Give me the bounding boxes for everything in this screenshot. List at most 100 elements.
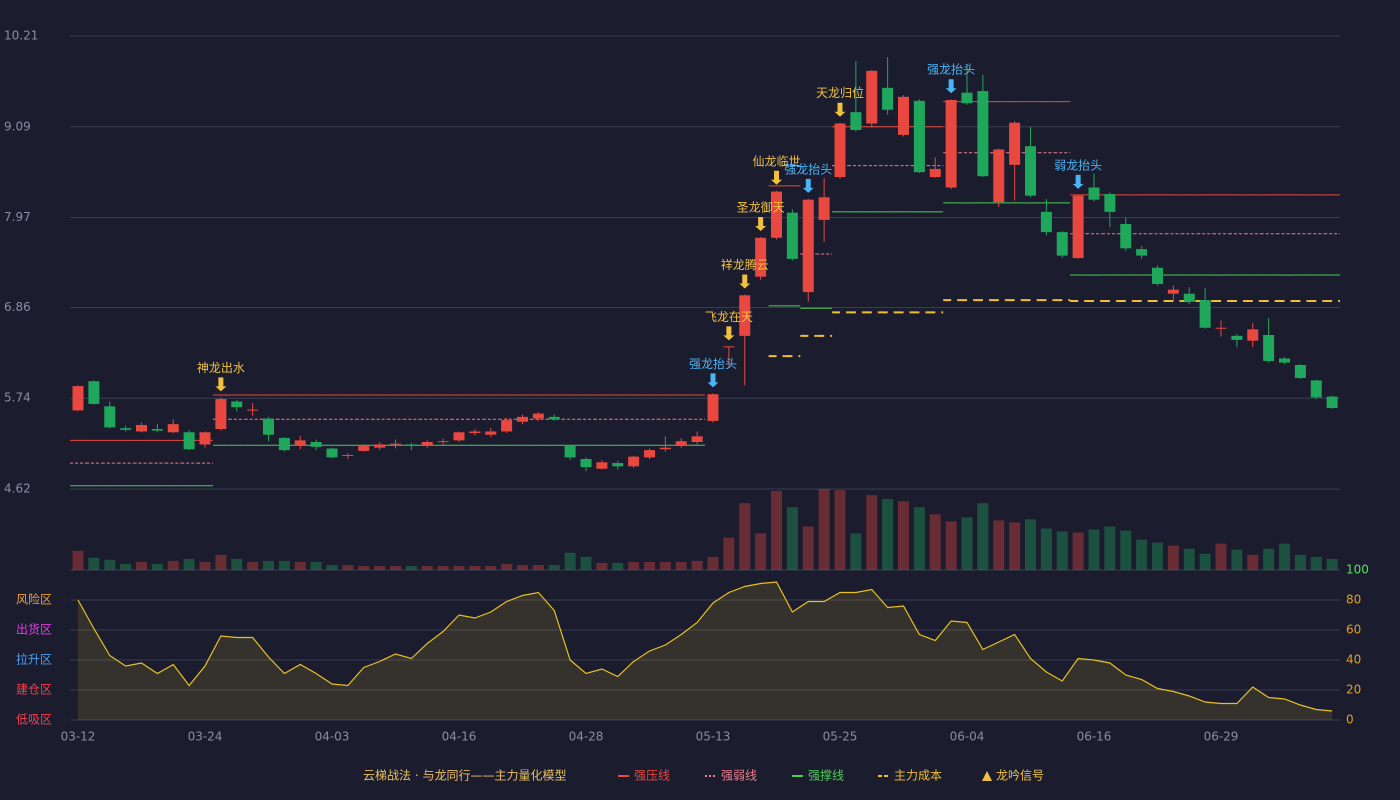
y-tick-label: 5.74 [4,391,31,405]
volume-bar [1231,549,1243,570]
signal-arrow [215,377,227,392]
volume-bar [167,560,179,570]
candle-body [215,399,227,430]
signal-label: 仙龙临世 [752,154,800,168]
candle-body [136,424,147,432]
x-tick-label: 03-24 [188,730,223,744]
y-tick-label: 40 [1346,653,1361,667]
volume-bar [898,501,909,570]
candle-body [1009,122,1021,165]
candle-body [834,123,846,178]
volume-bar [977,503,989,570]
signal-arrow [1072,174,1084,189]
volume-bar [913,507,925,570]
candle-body [691,436,703,442]
legend-label: 强弱线 [721,769,757,783]
candle-body [72,386,84,411]
volume-bar [1183,548,1195,570]
candle-body [278,437,290,451]
volume-bar [596,562,608,570]
candle-body [882,87,894,110]
volume-bar [1215,543,1227,570]
volume-bar [548,564,560,570]
volume-bar [1199,553,1211,570]
volume-bar [1104,526,1116,570]
oscillator-area [78,582,1333,720]
candle-body [1231,335,1243,340]
signal-arrow [755,216,767,231]
y-tick-label: 7.97 [4,210,31,224]
candle-body [739,295,751,336]
volume-bar [707,556,719,570]
volume-bar [675,561,687,570]
volume-bar [120,563,132,570]
candle-body [167,424,179,433]
volume-bar [469,565,481,570]
volume-bar [342,564,354,570]
volume-bar [850,533,862,570]
volume-bar [818,489,830,570]
volume-bar [723,537,735,570]
candle-body [644,450,655,458]
volume-bar [183,558,195,570]
candle-body [786,212,798,259]
volume-bar [294,561,306,570]
volume-bar [1294,554,1306,570]
candle-body [755,237,767,277]
volume-bar [517,564,528,570]
candle-body [247,409,259,411]
volume-bar [1167,545,1179,570]
candle-body [818,197,830,220]
candle-body [580,459,592,468]
candle-body [342,454,354,456]
volume-bar [1056,531,1068,570]
candle-body [1294,365,1306,378]
candle-body [294,440,306,446]
candle-body [199,432,211,445]
candle-body [151,429,163,431]
candle-body [485,431,497,435]
candle-body [1263,335,1275,361]
volume-bar [247,561,259,570]
volume-bar [1072,532,1084,570]
candle-body [961,92,973,104]
x-tick-label: 03-12 [61,730,96,744]
signal-arrow [739,274,751,289]
volume-bar [72,550,84,570]
volume-bar [1326,558,1338,570]
candle-body [1040,211,1052,233]
y-tick-label: 4.62 [4,482,31,496]
volume-bar [945,521,957,570]
x-tick-label: 04-28 [569,730,604,744]
x-tick-label: 04-16 [442,730,477,744]
candle-body [945,100,957,188]
x-tick-label: 04-03 [315,730,350,744]
volume-bar [136,561,147,570]
signal-arrow [945,79,957,94]
candle-body [771,191,782,238]
volume-bar [1152,542,1163,570]
candle-body [453,432,465,441]
volume-bar [834,490,846,570]
candle-body [993,149,1005,203]
signal-label: 强龙抬头 [784,162,832,176]
volume-bar [644,561,655,570]
x-tick-label: 06-04 [950,730,985,744]
volume-bar [866,495,878,570]
candle-body [1326,396,1338,408]
candle-body [802,199,814,293]
volume-bar [1088,529,1100,570]
volume-bar [786,507,798,570]
candle-body [532,413,544,419]
volume-bar [263,560,274,570]
candle-body [1072,195,1084,259]
candle-body [707,394,719,421]
volume-bar [771,491,782,570]
candle-body [358,446,370,451]
candle-body [469,431,481,434]
signal-arrow [707,373,719,388]
candle-body [374,444,386,448]
volume-bar [104,559,116,570]
